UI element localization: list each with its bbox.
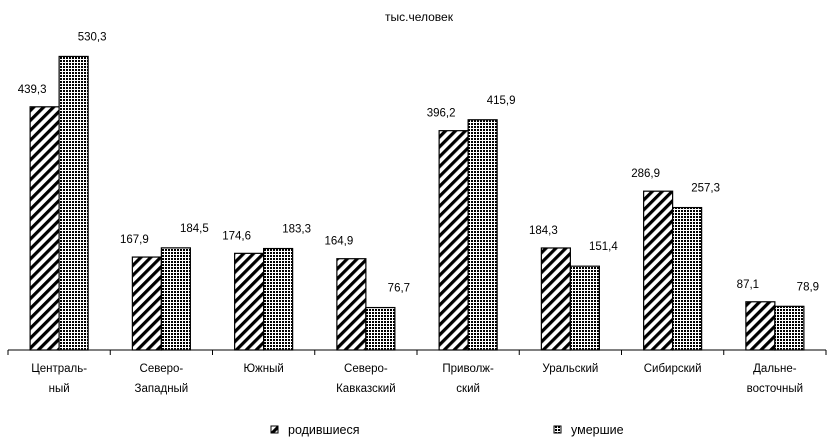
bar-died-0: [58, 55, 89, 351]
x-tick-label-4: Приволж-ский: [442, 363, 494, 395]
data-label-born-4: 396,2: [427, 108, 456, 120]
bar-died-6: [672, 206, 703, 351]
x-tick-line: Приволж-: [442, 363, 494, 375]
bar-born-5: [540, 247, 571, 351]
x-tick-line: ный: [49, 383, 70, 395]
x-tick-line: Северо-: [140, 363, 184, 375]
data-label-born-0: 439,3: [18, 84, 47, 96]
data-label-born-2: 174,6: [222, 230, 251, 242]
x-tick-line: Сибирский: [644, 363, 702, 375]
x-tick-line: Южный: [243, 363, 283, 375]
data-label-died-2: 183,3: [282, 224, 311, 236]
data-label-died-5: 151,4: [589, 241, 618, 253]
legend: родившиеся умершие: [270, 423, 624, 437]
chart-title: тыс.человек: [385, 10, 454, 24]
bar-born-1: [131, 256, 162, 351]
legend-label-born: родившиеся: [288, 423, 360, 437]
x-tick-line: ский: [456, 383, 480, 395]
legend-swatch-born: [270, 425, 279, 434]
x-tick-label-5: Уральский: [542, 363, 598, 375]
bar-born-6: [643, 190, 674, 351]
bar-died-4: [467, 119, 498, 351]
x-tick-line: Западный: [135, 383, 189, 395]
bar-died-3: [365, 306, 396, 351]
x-tick-label-0: Централь-ный: [31, 363, 87, 395]
legend-label-died: умершие: [571, 423, 624, 437]
data-label-born-5: 184,3: [529, 225, 558, 237]
data-label-died-6: 257,3: [691, 183, 720, 195]
data-label-died-0: 530,3: [78, 31, 107, 43]
x-tick-line: восточный: [747, 383, 803, 395]
legend-swatch-died: [553, 425, 562, 434]
x-tick-label-6: Сибирский: [644, 363, 702, 375]
data-label-born-3: 164,9: [324, 236, 353, 248]
bar-born-0: [29, 106, 60, 351]
data-label-died-3: 76,7: [388, 283, 410, 295]
x-tick-label-2: Южный: [243, 363, 283, 375]
data-label-died-7: 78,9: [797, 281, 819, 293]
data-label-born-7: 87,1: [737, 279, 759, 291]
bar-died-5: [569, 265, 600, 351]
x-tick-label-7: Дальне-восточный: [747, 363, 803, 395]
bar-died-7: [774, 305, 805, 351]
x-tick-line: Уральский: [542, 363, 598, 375]
x-tick-line: Кавказский: [336, 383, 396, 395]
bar-born-7: [745, 301, 776, 351]
data-label-born-1: 167,9: [120, 234, 149, 246]
x-tick-line: Дальне-: [753, 363, 797, 375]
bar-died-2: [263, 247, 294, 351]
x-tick-line: Централь-: [31, 363, 87, 375]
x-tick-label-3: Северо- Кавказский: [336, 363, 396, 395]
bar-born-3: [336, 258, 367, 351]
bar-born-2: [234, 252, 265, 351]
x-axis: Централь-ный Северо- Западный Южный Северо- К…: [7, 349, 827, 395]
data-label-died-4: 415,9: [487, 95, 516, 107]
bars-layer: [29, 55, 805, 351]
bar-died-1: [160, 247, 191, 351]
x-tick-label-1: Северо- Западный: [135, 363, 189, 395]
x-tick-line: Северо-: [344, 363, 388, 375]
bar-born-4: [438, 130, 469, 351]
data-labels-layer: 439,3 530,3 167,9 184,5 174,6 183,3 164,9 76,7 3…: [18, 31, 819, 294]
data-label-born-6: 286,9: [631, 168, 660, 180]
data-label-died-1: 184,5: [180, 223, 209, 235]
